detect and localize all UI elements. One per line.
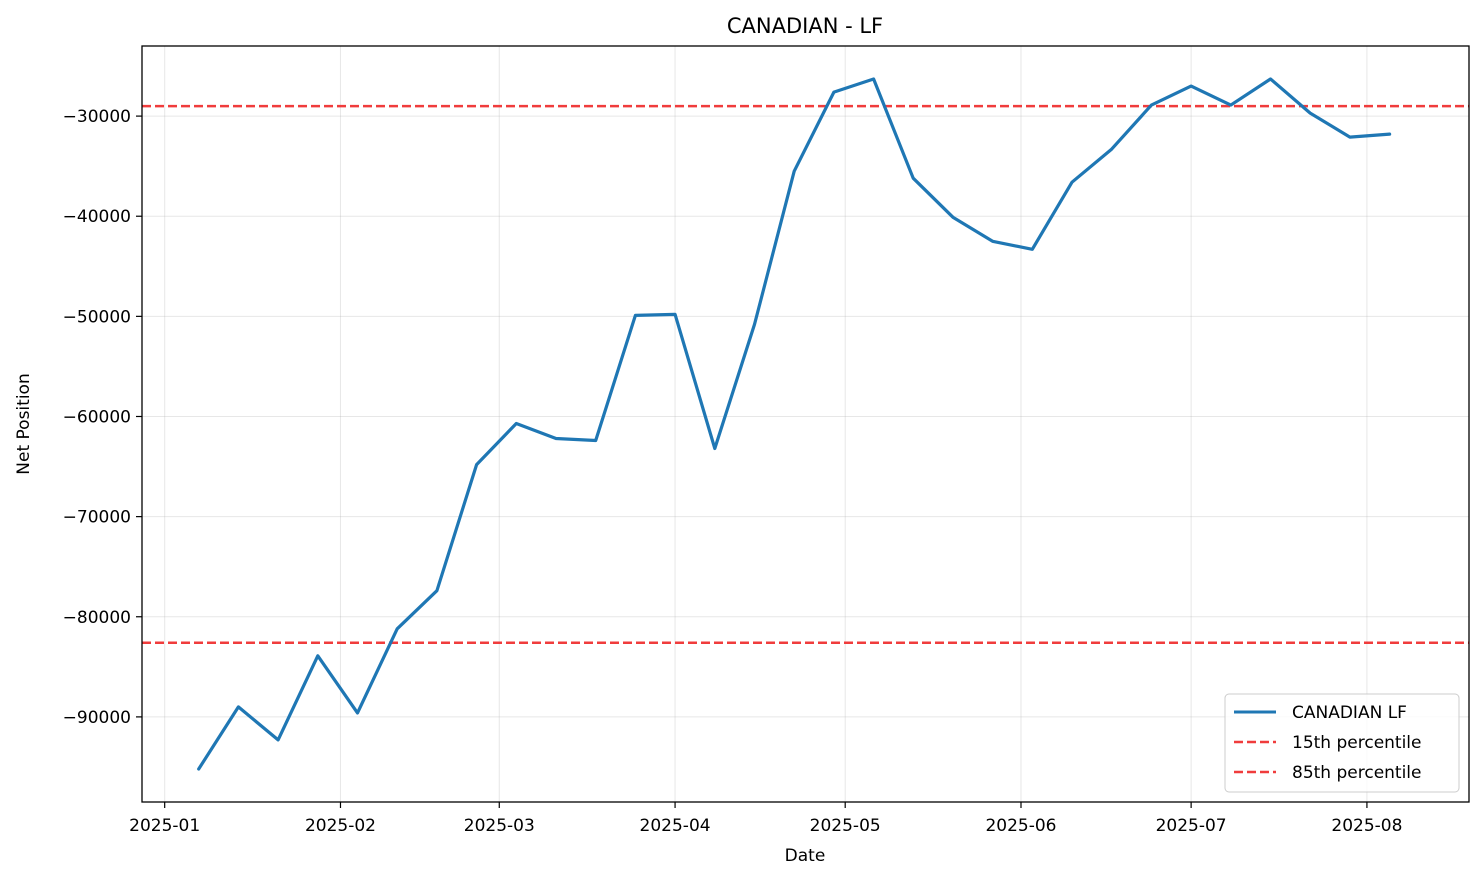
y-tick-label: −90000 bbox=[63, 708, 131, 728]
y-tick-label: −30000 bbox=[63, 107, 131, 127]
legend-label-p85: 85th percentile bbox=[1292, 763, 1422, 783]
legend: CANADIAN LF 15th percentile 85th percent… bbox=[1224, 693, 1460, 793]
plot-frame bbox=[141, 45, 1470, 803]
legend-label-p15: 15th percentile bbox=[1292, 733, 1422, 753]
y-tick-label: −70000 bbox=[63, 508, 131, 528]
y-axis-title: Net Position bbox=[14, 373, 34, 474]
reference-lines bbox=[142, 104, 1469, 645]
series-layer bbox=[197, 77, 1392, 771]
x-axis-title: Date bbox=[785, 846, 826, 866]
y-tick-label: −40000 bbox=[63, 207, 131, 227]
x-tick-label: 2025-01 bbox=[129, 816, 200, 836]
series-line bbox=[197, 77, 1392, 771]
x-tick-label: 2025-02 bbox=[305, 816, 376, 836]
grid bbox=[142, 46, 1469, 802]
y-axis: −90000 −80000 −70000 −60000 −50000 −40000 −300… bbox=[63, 107, 142, 728]
y-tick-label: −80000 bbox=[63, 608, 131, 628]
y-tick-label: −50000 bbox=[63, 307, 131, 327]
legend-box bbox=[1224, 693, 1460, 793]
x-tick-label: 2025-04 bbox=[640, 816, 711, 836]
y-tick-label: −60000 bbox=[63, 407, 131, 427]
x-tick-label: 2025-08 bbox=[1331, 816, 1402, 836]
x-tick-label: 2025-06 bbox=[985, 816, 1056, 836]
legend-label-series: CANADIAN LF bbox=[1292, 703, 1407, 723]
x-tick-label: 2025-07 bbox=[1156, 816, 1227, 836]
chart-title: CANADIAN - LF bbox=[727, 14, 883, 38]
x-tick-label: 2025-03 bbox=[464, 816, 535, 836]
x-tick-label: 2025-05 bbox=[810, 816, 881, 836]
x-axis: 2025-01 2025-02 2025-03 2025-04 2025-05 2025-… bbox=[129, 802, 1402, 836]
